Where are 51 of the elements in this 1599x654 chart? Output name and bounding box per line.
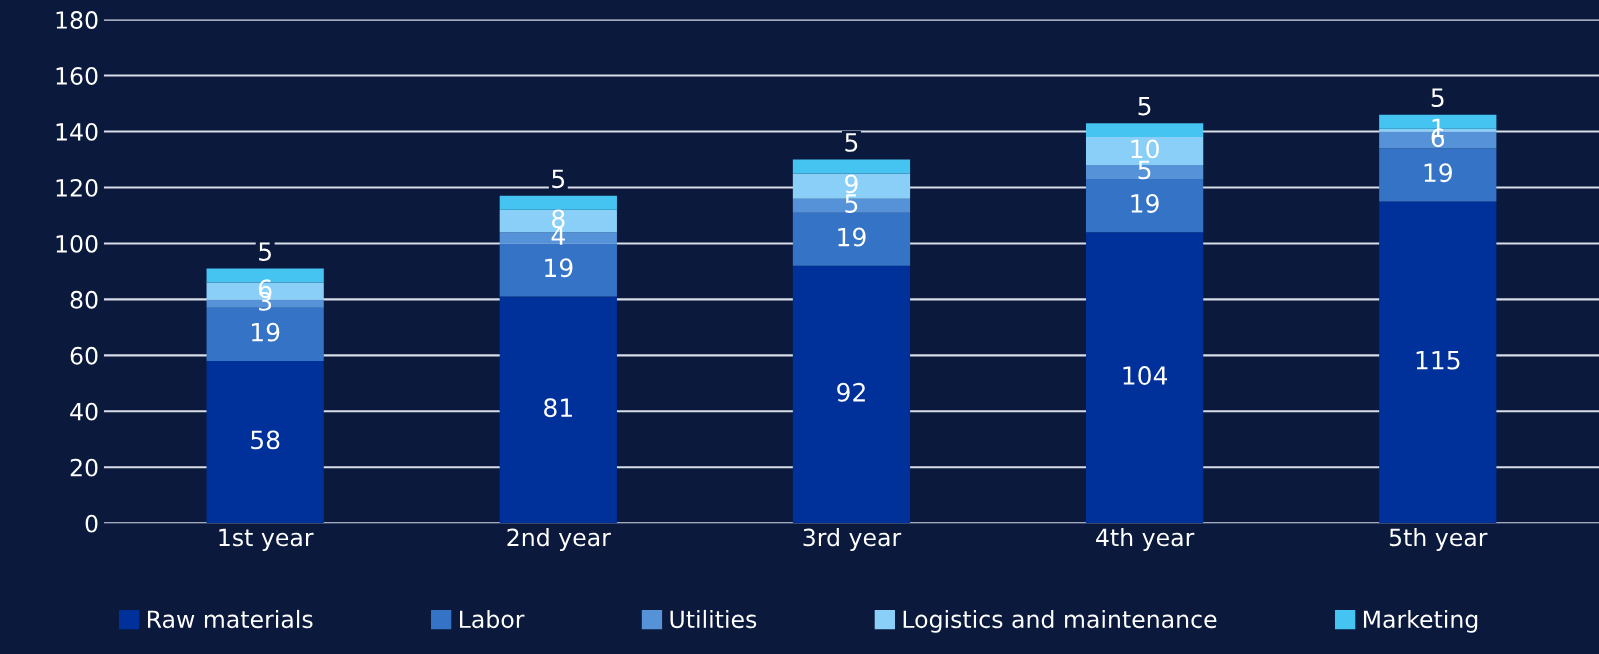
data-label: 19 — [252, 322, 280, 342]
data-label: 19 — [1424, 163, 1452, 183]
y-tick-label: 120 — [56, 178, 98, 197]
bar — [499, 195, 617, 210]
legend-label: Logistics and maintenance — [903, 609, 1217, 633]
y-tick-label: 140 — [56, 122, 98, 141]
data-label: 104 — [1123, 366, 1168, 385]
data-label: 58 — [251, 430, 280, 450]
data-label: 5 — [1138, 96, 1151, 116]
data-label: 5 — [552, 169, 565, 189]
y-tick-label: 180 — [56, 11, 98, 29]
legend-label: Marketing — [1363, 609, 1478, 633]
bar — [792, 212, 911, 266]
data-label: 19 — [1131, 194, 1159, 213]
legend-label: Labor — [460, 609, 525, 629]
data-label: 5 — [845, 133, 858, 152]
bar — [792, 265, 911, 524]
legend-label: Utilities — [670, 609, 757, 629]
data-label: 81 — [544, 398, 572, 418]
bar — [1085, 232, 1204, 524]
bar — [1379, 201, 1497, 524]
data-label: 19 — [545, 258, 573, 278]
x-tick-label: 3rd year — [803, 528, 902, 551]
data-label: 115 — [1416, 351, 1460, 370]
y-tick-label: 20 — [70, 458, 98, 477]
bar — [206, 360, 324, 524]
data-label: 19 — [838, 227, 866, 247]
bar — [499, 296, 617, 524]
y-tick-label: 80 — [70, 290, 98, 309]
x-tick-label: 2nd year — [507, 528, 611, 551]
bar — [1085, 179, 1204, 233]
data-label: 5 — [1138, 160, 1151, 180]
data-label: 5 — [845, 194, 858, 213]
data-label: 5 — [259, 242, 271, 261]
bar — [1085, 123, 1204, 138]
y-tick-label: 40 — [70, 402, 98, 421]
x-tick-label: 4th year — [1096, 528, 1195, 551]
legend-label: Raw materials — [147, 609, 313, 629]
bar — [499, 243, 617, 297]
x-tick-label: 1st year — [219, 528, 314, 551]
bar — [1379, 148, 1497, 202]
data-label: 10 — [1131, 139, 1159, 159]
y-tick-label: 100 — [56, 234, 98, 253]
x-tick-label: 5th year — [1389, 528, 1488, 551]
y-tick-label: 160 — [56, 67, 98, 85]
data-label: 92 — [837, 382, 865, 402]
data-label: 5 — [1431, 88, 1444, 108]
bar — [792, 159, 911, 174]
y-tick-label: 60 — [70, 346, 98, 365]
data-label: 9 — [845, 174, 858, 194]
y-tick-label: 0 — [85, 514, 98, 533]
